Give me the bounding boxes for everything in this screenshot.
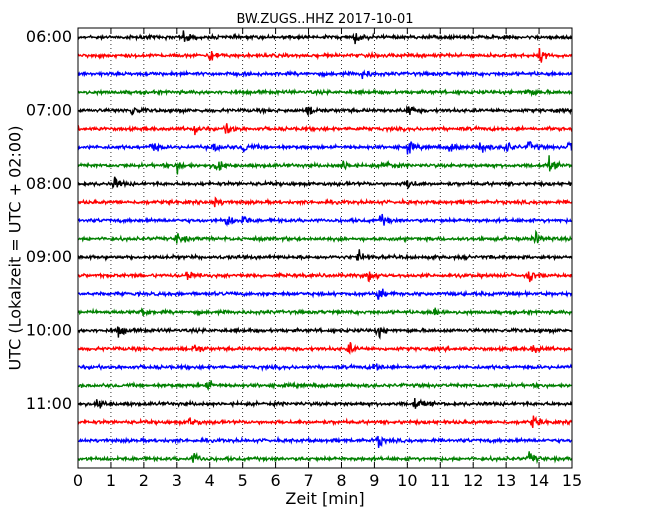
trace-line bbox=[77, 271, 573, 283]
y-tick-label: 07:00 bbox=[26, 101, 72, 120]
y-axis-label: UTC (Lokalzeit = UTC + 02:00) bbox=[6, 126, 25, 371]
seismic-traces bbox=[77, 30, 573, 465]
y-tick-label: 08:00 bbox=[26, 174, 72, 193]
trace-line bbox=[77, 342, 573, 355]
x-tick-label: 7 bbox=[303, 471, 313, 490]
trace-line bbox=[77, 30, 573, 45]
trace-line bbox=[77, 288, 573, 300]
x-tick-label: 9 bbox=[369, 471, 379, 490]
trace-line bbox=[77, 69, 573, 80]
y-tick-label: 06:00 bbox=[26, 27, 72, 46]
trace-line bbox=[77, 451, 573, 465]
trace-line bbox=[77, 140, 573, 155]
x-tick-label: 4 bbox=[205, 471, 215, 490]
trace-line bbox=[77, 415, 573, 428]
x-tick-label: 2 bbox=[139, 471, 149, 490]
y-tick-label: 10:00 bbox=[26, 321, 72, 340]
x-tick-label: 11 bbox=[430, 471, 450, 490]
trace-line bbox=[77, 213, 573, 227]
trace-line bbox=[77, 307, 573, 317]
y-tick-label: 09:00 bbox=[26, 247, 72, 266]
axis-ticks: 0 1 2 3 4 5 6 7 8 9 10 11 12 13 14 1506:0007:0008:0009:… bbox=[26, 27, 582, 490]
x-tick-label: 15 bbox=[562, 471, 582, 490]
trace-line bbox=[77, 105, 573, 117]
x-tick-label: 1 bbox=[106, 471, 116, 490]
grid-lines bbox=[110, 28, 540, 468]
x-tick-label: 5 bbox=[238, 471, 248, 490]
x-tick-label: 14 bbox=[529, 471, 549, 490]
trace-line bbox=[77, 123, 573, 136]
x-tick-label: 6 bbox=[271, 471, 281, 490]
chart-title: BW.ZUGS..HHZ 2017-10-01 bbox=[236, 12, 413, 27]
trace-line bbox=[77, 229, 573, 245]
trace-line bbox=[77, 155, 573, 175]
trace-line bbox=[77, 397, 573, 409]
trace-line bbox=[77, 249, 573, 262]
trace-line bbox=[77, 380, 573, 392]
trace-line bbox=[77, 362, 573, 372]
trace-line bbox=[77, 176, 573, 190]
trace-line bbox=[77, 48, 573, 63]
x-tick-label: 10 bbox=[397, 471, 417, 490]
trace-line bbox=[77, 196, 573, 208]
x-tick-label: 0 bbox=[73, 471, 83, 490]
trace-line bbox=[77, 326, 573, 340]
x-tick-label: 13 bbox=[496, 471, 516, 490]
x-tick-label: 12 bbox=[463, 471, 483, 490]
plot-frame bbox=[77, 27, 573, 469]
y-tick-label: 11:00 bbox=[26, 394, 72, 413]
x-axis-label: Zeit [min] bbox=[285, 489, 364, 508]
trace-line bbox=[77, 435, 573, 448]
x-tick-label: 3 bbox=[172, 471, 182, 490]
trace-line bbox=[77, 88, 573, 98]
x-tick-label: 8 bbox=[336, 471, 346, 490]
